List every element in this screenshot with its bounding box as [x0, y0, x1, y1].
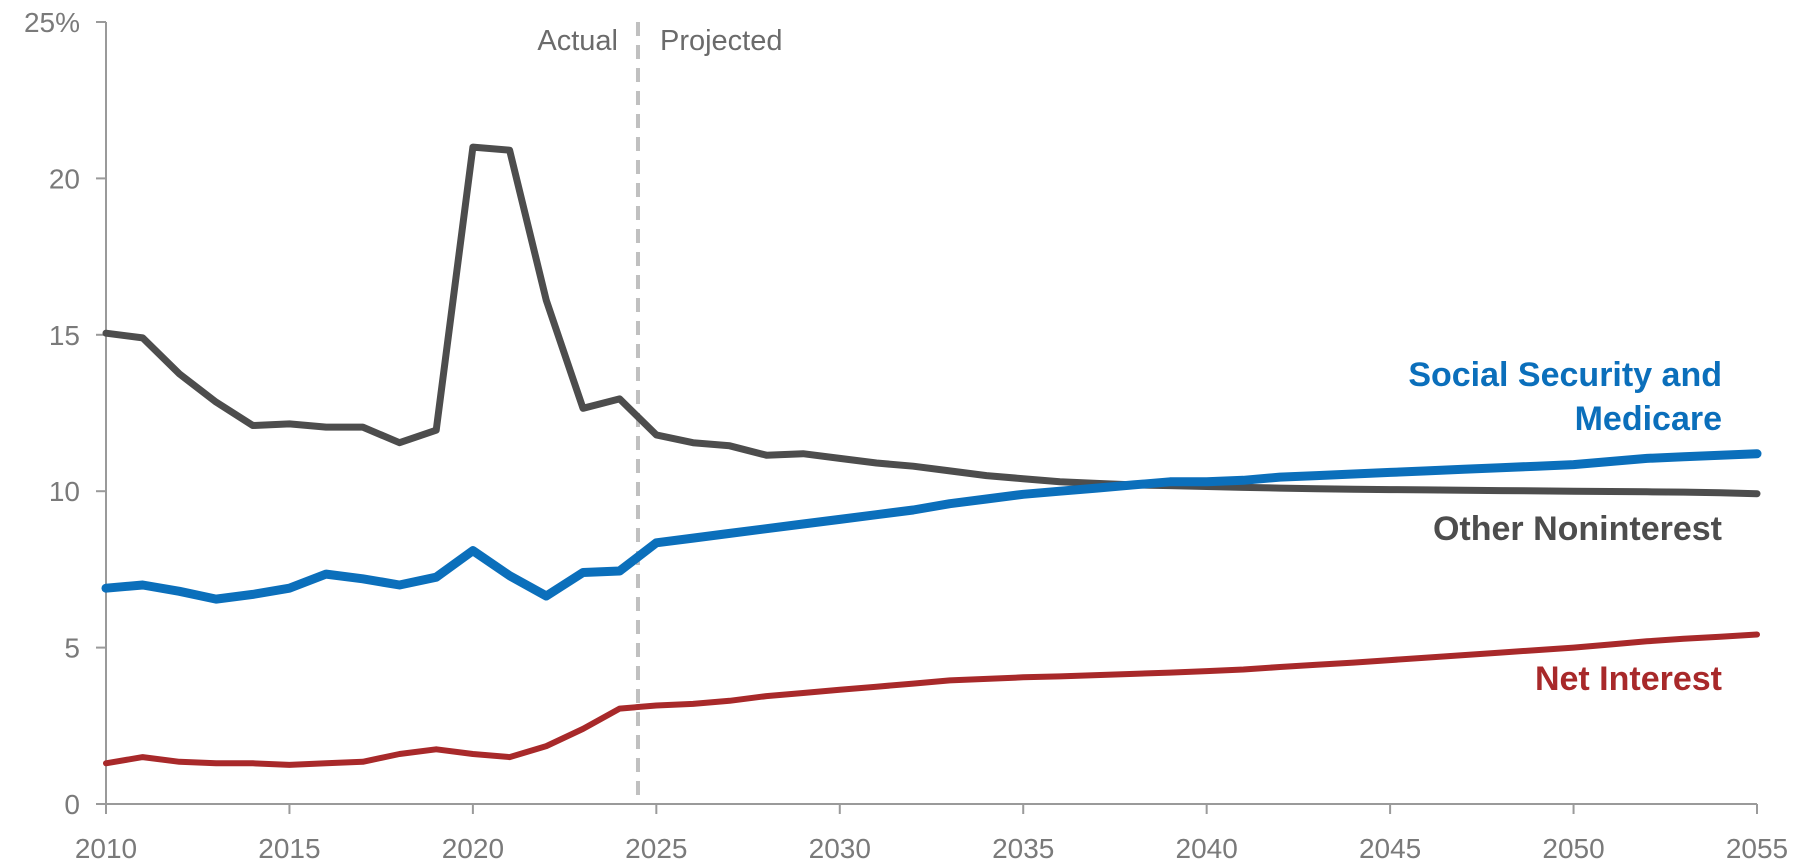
- x-tick-label: 2045: [1359, 833, 1421, 864]
- series-line-net-interest: [103, 631, 1760, 768]
- series-label-other-noninterest: Other Noninterest: [1433, 510, 1722, 548]
- y-tick-label: 25%: [24, 7, 80, 38]
- y-tick-label: 20: [49, 163, 80, 194]
- actual-projected-divider: Actual Projected: [537, 22, 783, 804]
- series-label-net-interest: Net Interest: [1535, 660, 1722, 698]
- x-tick-label: 2015: [258, 833, 320, 864]
- y-tick-label: 15: [49, 320, 80, 351]
- x-tick-label: 2010: [75, 833, 137, 864]
- x-tick-label: 2035: [992, 833, 1054, 864]
- x-tick-label: 2055: [1726, 833, 1788, 864]
- x-tick-label: 2020: [442, 833, 504, 864]
- series-label-social-security-medicare: Social Security and: [1408, 356, 1722, 394]
- series-line-other-noninterest: [102, 143, 1761, 498]
- x-tick-label: 2030: [809, 833, 871, 864]
- y-tick-label: 10: [49, 476, 80, 507]
- series-label-social-security-medicare: Medicare: [1575, 400, 1722, 438]
- y-tick-label: 0: [64, 789, 80, 820]
- x-tick-label: 2040: [1176, 833, 1238, 864]
- y-tick-label: 5: [64, 633, 80, 664]
- x-tick-label: 2025: [625, 833, 687, 864]
- x-tick-label: 2050: [1542, 833, 1604, 864]
- actual-label: Actual: [537, 25, 618, 57]
- projected-label: Projected: [660, 25, 783, 57]
- series-labels: Social Security and Medicare Other Noninte…: [1408, 356, 1722, 698]
- series-line-social-security-medicare: [101, 449, 1762, 604]
- axes: 0 5 10 15 20 25% 2010 2015 2020 2025 2030 2035 2040 2…: [24, 7, 1788, 864]
- series-group: [101, 143, 1762, 768]
